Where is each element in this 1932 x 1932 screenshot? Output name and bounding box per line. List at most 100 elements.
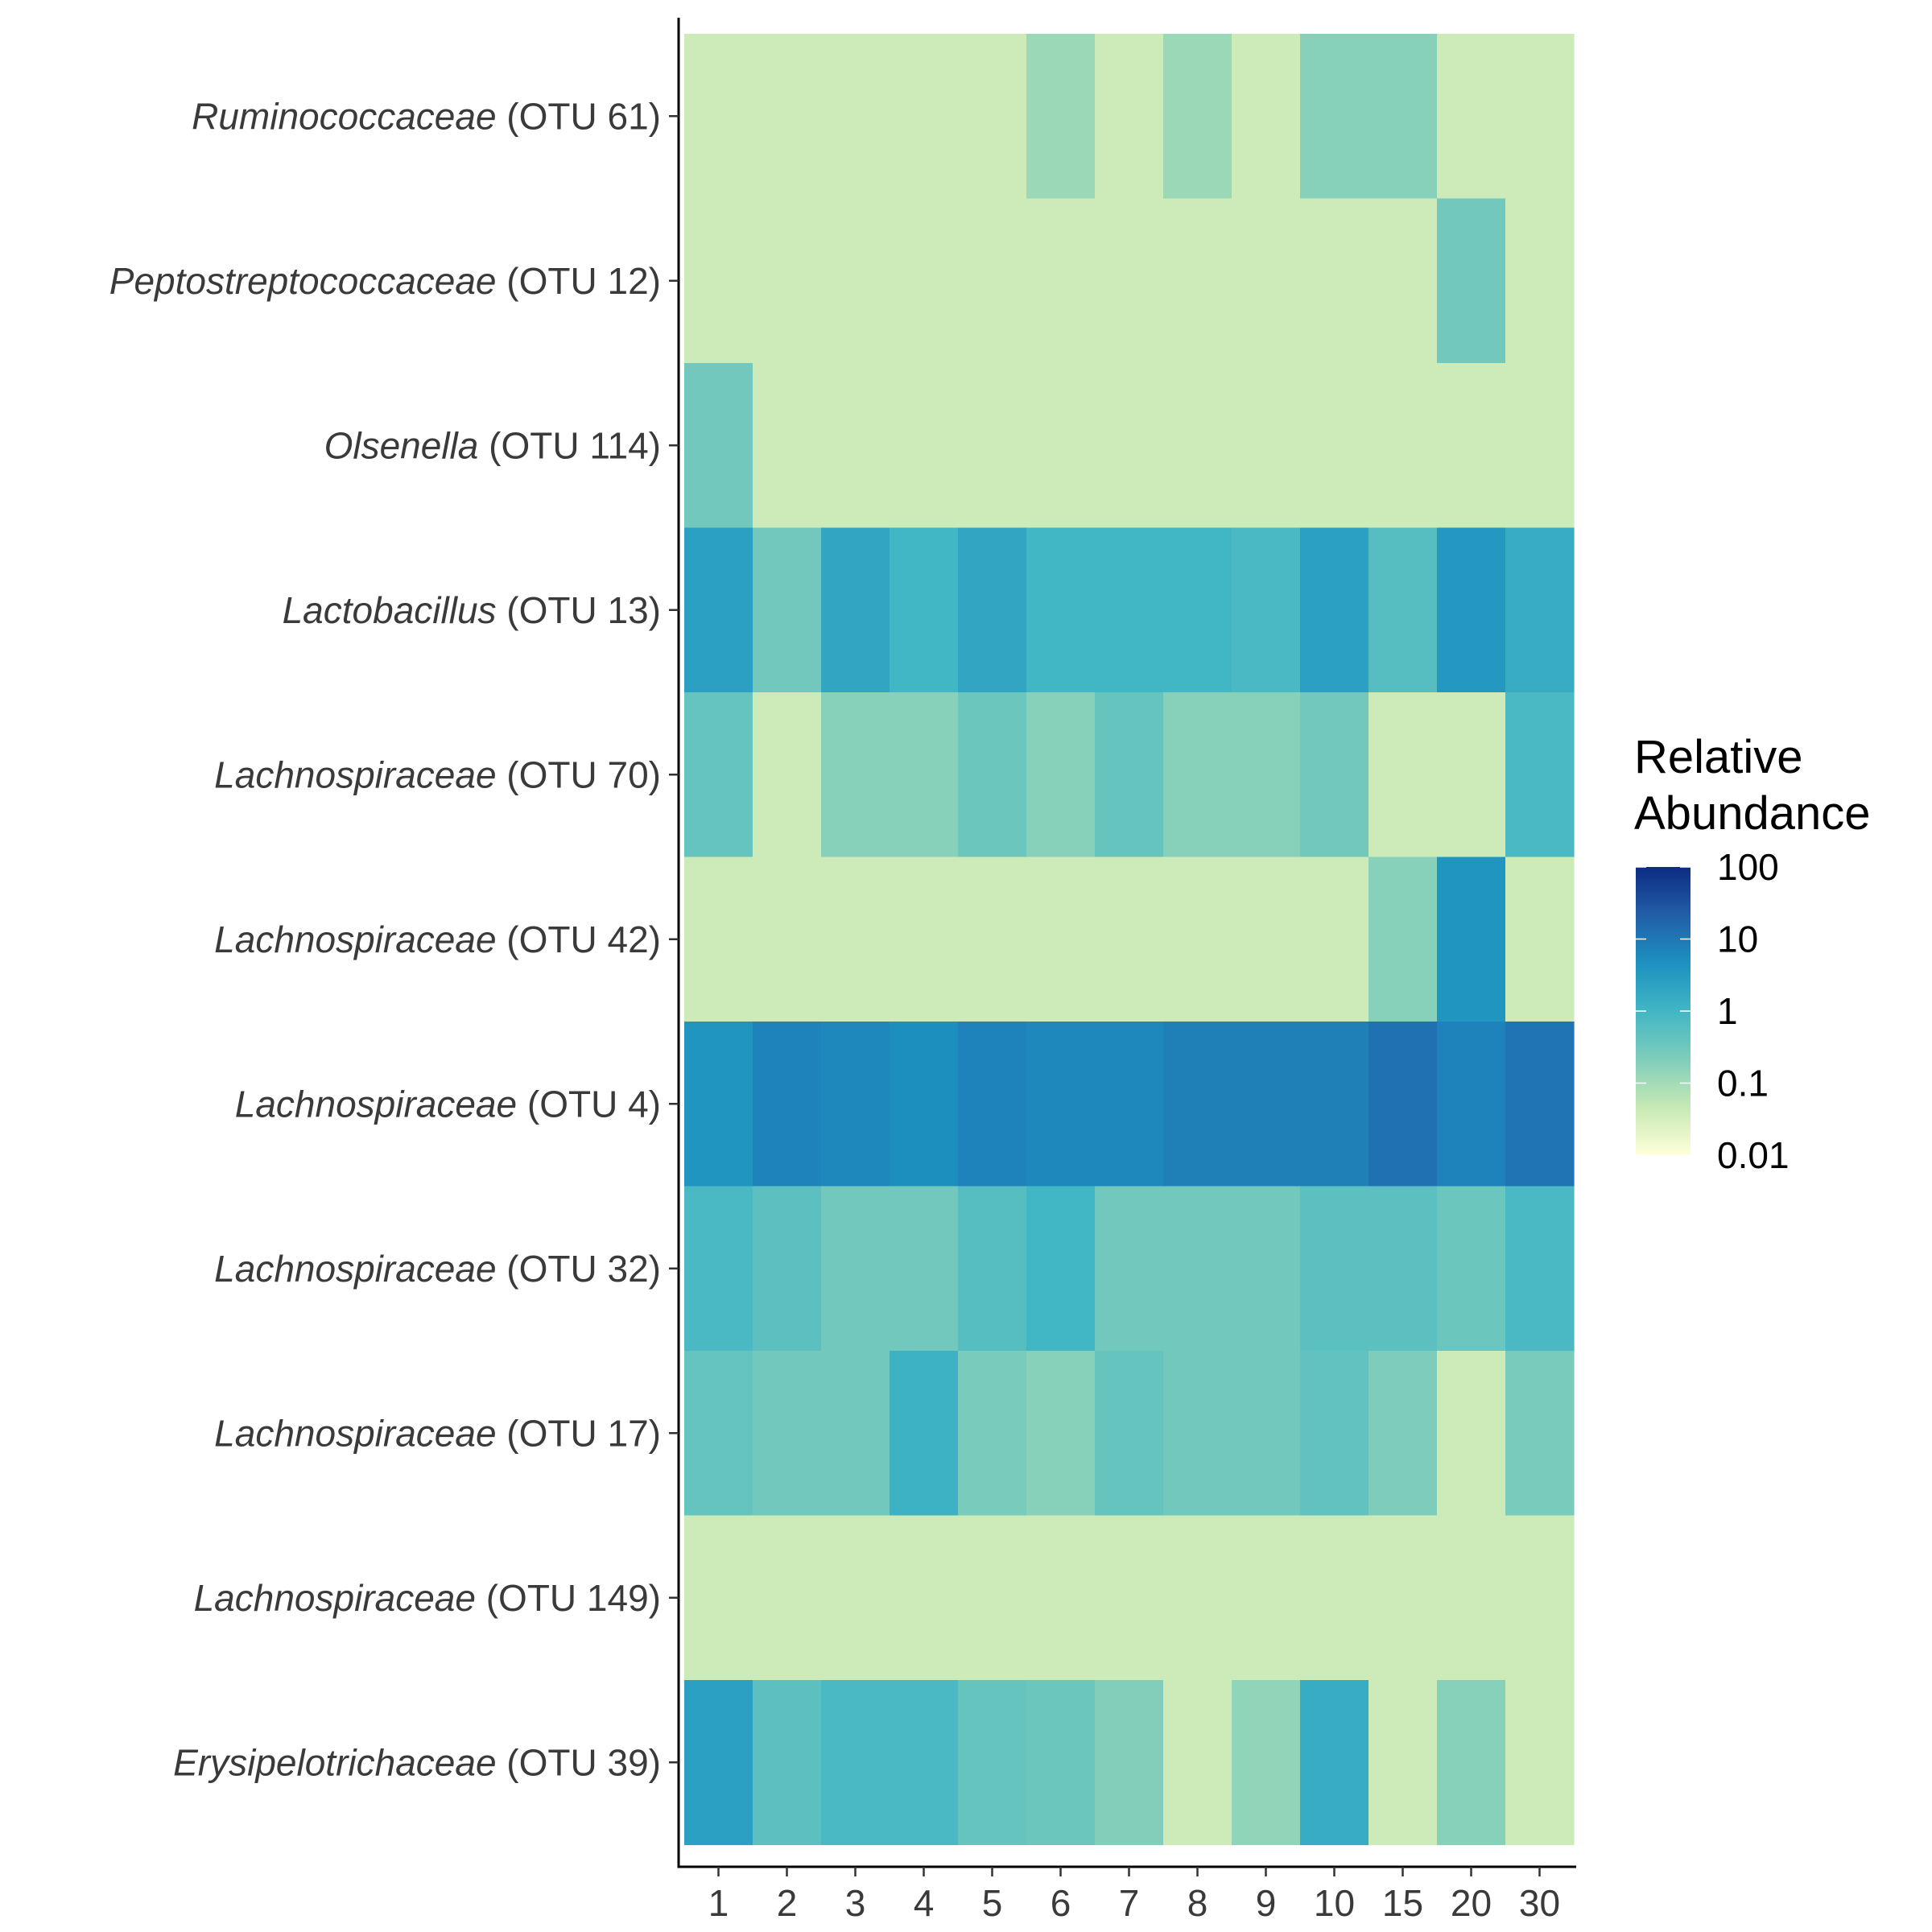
y-tick-label-otu: (OTU 39) (497, 1741, 661, 1783)
heatmap-cell-r7-c0 (684, 1186, 753, 1352)
heatmap-cell-r8-c12 (1505, 1351, 1575, 1517)
heatmap-cell-r1-c6 (1095, 198, 1164, 364)
heatmap-cell-r7-c11 (1437, 1186, 1506, 1352)
heatmap-cell-r2-c4 (958, 363, 1027, 529)
heatmap-cell-r2-c5 (1026, 363, 1096, 529)
y-tick-label-taxon: Lachnospiraceae (214, 1412, 496, 1454)
heatmap-cell-r5-c3 (890, 857, 959, 1022)
y-tick-label: Lachnospiraceae (OTU 32) (214, 1248, 661, 1290)
heatmap-cell-r0-c6 (1095, 34, 1164, 200)
heatmap-cell-r4-c6 (1095, 692, 1164, 858)
heatmap-cell-r0-c9 (1300, 34, 1369, 200)
heatmap-cell-r5-c0 (684, 857, 753, 1022)
x-tick-label: 15 (1382, 1882, 1423, 1924)
x-tick-label: 5 (982, 1882, 1003, 1924)
heatmap-cell-r10-c9 (1300, 1680, 1369, 1846)
x-tick-label: 1 (708, 1882, 729, 1924)
heatmap-cell-r6-c4 (958, 1022, 1027, 1187)
heatmap-cell-r5-c9 (1300, 857, 1369, 1022)
heatmap-cell-r5-c5 (1026, 857, 1096, 1022)
heatmap-cell-r9-c3 (890, 1515, 959, 1681)
heatmap-cell-r2-c0 (684, 363, 753, 529)
x-tick-label: 7 (1119, 1882, 1140, 1924)
heatmap-cell-r5-c8 (1232, 857, 1301, 1022)
y-tick-label: Lachnospiraceae (OTU 17) (214, 1412, 661, 1454)
heatmap-cell-r10-c4 (958, 1680, 1027, 1846)
heatmap-cell-r6-c7 (1163, 1022, 1232, 1187)
heatmap-cell-r10-c5 (1026, 1680, 1096, 1846)
heatmap-cell-r9-c10 (1368, 1515, 1438, 1681)
heatmap-cell-r7-c8 (1232, 1186, 1301, 1352)
legend-tick-label: 0.01 (1717, 1134, 1790, 1176)
heatmap-cell-r6-c5 (1026, 1022, 1096, 1187)
heatmap-cell-r2-c11 (1437, 363, 1506, 529)
heatmap-cell-r1-c12 (1505, 198, 1575, 364)
y-tick-label: Erysipelotrichaceae (OTU 39) (173, 1741, 661, 1783)
heatmap-cell-r8-c8 (1232, 1351, 1301, 1517)
heatmap-cell-r8-c9 (1300, 1351, 1369, 1517)
legend-tick-label: 10 (1717, 919, 1758, 960)
heatmap-cell-r4-c0 (684, 692, 753, 858)
y-axis-labels: Ruminococcaceae (OTU 61) Peptostreptococc… (109, 95, 679, 1783)
y-tick-label-taxon: Lachnospiraceae (235, 1083, 517, 1125)
heatmap-cell-r4-c10 (1368, 692, 1438, 858)
axes (677, 18, 1576, 1868)
y-tick-label: Lachnospiraceae (OTU 149) (194, 1577, 661, 1619)
heatmap-cell-r6-c1 (753, 1022, 822, 1187)
heatmap-cell-r1-c9 (1300, 198, 1369, 364)
heatmap-cell-r3-c2 (821, 527, 890, 693)
x-tick-label: 2 (777, 1882, 798, 1924)
heatmap-cell-r1-c8 (1232, 198, 1301, 364)
y-tick-label-otu: (OTU 70) (497, 753, 661, 795)
y-tick-label: Peptostreptococcaceae (OTU 12) (109, 260, 661, 302)
heatmap-cell-r0-c11 (1437, 34, 1506, 200)
y-tick-label-otu: (OTU 61) (497, 95, 661, 137)
heatmap-cell-r4-c4 (958, 692, 1027, 858)
y-tick-label-taxon: Lachnospiraceae (214, 753, 496, 795)
heatmap-cell-r2-c8 (1232, 363, 1301, 529)
y-tick-label-otu: (OTU 32) (497, 1248, 661, 1290)
heatmap-cell-r9-c12 (1505, 1515, 1575, 1681)
heatmap-cell-r3-c9 (1300, 527, 1369, 693)
heatmap-cell-r1-c11 (1437, 198, 1506, 364)
heatmap-cell-r3-c8 (1232, 527, 1301, 693)
heatmap-cell-r5-c11 (1437, 857, 1506, 1022)
x-tick-label: 3 (845, 1882, 866, 1924)
y-tick-label-taxon: Erysipelotrichaceae (173, 1741, 496, 1783)
heatmap-cell-r8-c10 (1368, 1351, 1438, 1517)
heatmap-cell-r6-c9 (1300, 1022, 1369, 1187)
heatmap-cell-r3-c0 (684, 527, 753, 693)
y-tick-label: Ruminococcaceae (OTU 61) (192, 95, 661, 137)
y-tick-label-otu: (OTU 13) (497, 589, 661, 631)
heatmap-cell-r0-c8 (1232, 34, 1301, 200)
heatmap-cell-r10-c6 (1095, 1680, 1164, 1846)
heatmap-cell-r7-c7 (1163, 1186, 1232, 1352)
heatmap-cell-r1-c1 (753, 198, 822, 364)
y-tick-label-taxon: Lactobacillus (283, 589, 497, 631)
heatmap-cell-r0-c3 (890, 34, 959, 200)
legend-title-line: Abundance (1634, 787, 1870, 840)
heatmap-cell-r2-c6 (1095, 363, 1164, 529)
heatmap-cell-r10-c7 (1163, 1680, 1232, 1846)
heatmap-cell-r6-c6 (1095, 1022, 1164, 1187)
heatmap-cell-r8-c1 (753, 1351, 822, 1517)
heatmap-cell-r5-c4 (958, 857, 1027, 1022)
heatmap-cell-r1-c5 (1026, 198, 1096, 364)
y-tick-label-taxon: Olsenella (324, 424, 479, 466)
heatmap-cell-r3-c7 (1163, 527, 1232, 693)
heatmap-cell-r2-c9 (1300, 363, 1369, 529)
heatmap-cell-r3-c6 (1095, 527, 1164, 693)
x-tick-label: 4 (914, 1882, 935, 1924)
heatmap-cell-r10-c2 (821, 1680, 890, 1846)
heatmap-cell-r9-c2 (821, 1515, 890, 1681)
heatmap-cell-r4-c5 (1026, 692, 1096, 858)
heatmap-cell-r1-c3 (890, 198, 959, 364)
heatmap-cell-r7-c6 (1095, 1186, 1164, 1352)
heatmap-cell-r10-c12 (1505, 1680, 1575, 1846)
heatmap-cell-r9-c5 (1026, 1515, 1096, 1681)
x-tick-label: 8 (1187, 1882, 1208, 1924)
heatmap-cell-r10-c11 (1437, 1680, 1506, 1846)
y-tick-label-otu: (OTU 17) (497, 1412, 661, 1454)
heatmap-cell-r3-c11 (1437, 527, 1506, 693)
